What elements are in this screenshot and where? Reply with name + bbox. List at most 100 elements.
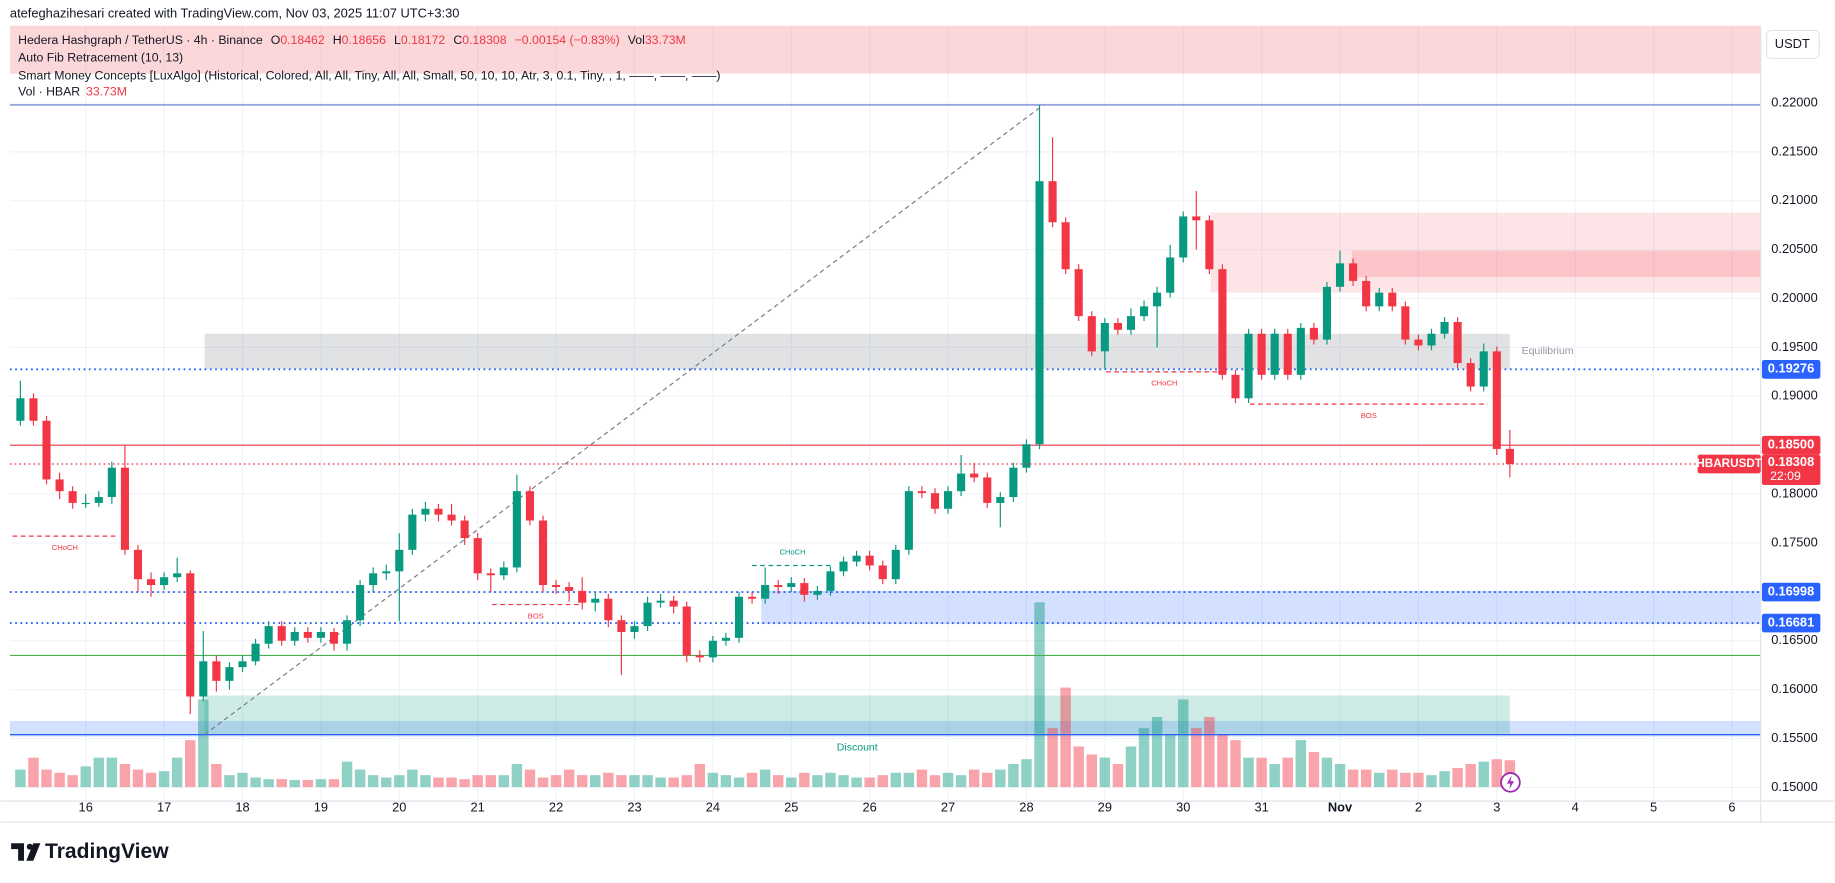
x-tick-label: 31: [1254, 800, 1268, 815]
y-tick-label: 0.16500: [1771, 632, 1817, 647]
volume-bar: [851, 777, 862, 788]
candle-body: [303, 631, 312, 638]
candle-body: [447, 514, 456, 521]
volume-bar: [1282, 757, 1293, 788]
volume-bar: [995, 769, 1006, 788]
y-tick-label: 0.19500: [1771, 339, 1817, 354]
volume-bar: [485, 775, 496, 788]
candle-body: [565, 586, 574, 591]
volume-bar: [1256, 757, 1267, 788]
candle-body: [591, 598, 600, 603]
candle-body: [721, 637, 730, 641]
change: −0.00154 (−0.83%): [515, 33, 620, 47]
candle-body: [1335, 263, 1345, 287]
x-tick-label: 22: [549, 800, 563, 815]
candle-body: [1061, 222, 1070, 270]
structure-label: BOS: [1361, 411, 1377, 420]
volume-bar: [955, 775, 967, 788]
candle-body: [878, 565, 887, 580]
plot: Discount Equilibrium CHoCH BOS CHoCH CHoCH BOS: [9, 25, 1761, 802]
candle-body: [329, 631, 339, 644]
candle-body: [499, 567, 508, 576]
x-tick-label: 24: [706, 800, 720, 815]
volume-bar: [381, 777, 392, 788]
volume-bar: [433, 777, 444, 788]
volume-bar: [786, 777, 797, 788]
currency-button[interactable]: [1765, 29, 1820, 60]
logo-mark: [11, 843, 41, 861]
candle-body: [604, 598, 613, 621]
candle-body: [1401, 306, 1410, 340]
volume-bar: [825, 772, 836, 788]
candle-body: [342, 620, 352, 644]
y-tick-label: 0.17500: [1771, 534, 1817, 549]
h-letter: H: [333, 33, 342, 47]
candle-body: [199, 661, 208, 697]
candle-body: [957, 473, 966, 492]
volume-bar: [707, 772, 719, 788]
candle-body: [578, 590, 587, 603]
volume-bar: [550, 775, 562, 788]
volume-bar: [328, 779, 340, 788]
candle-body: [944, 491, 953, 509]
y-tick-label: 0.15500: [1771, 730, 1817, 745]
candle-body: [316, 631, 325, 638]
x-tick-label: 27: [941, 800, 955, 815]
candle-body: [173, 573, 182, 578]
volume-bar: [1439, 771, 1450, 788]
candle-body: [277, 626, 286, 641]
candle-body: [1205, 220, 1214, 270]
candle-body: [656, 600, 665, 603]
candle-body: [1166, 257, 1175, 293]
volume-bar: [1047, 728, 1058, 788]
legend-line: Hedera Hashgraph / TetherUS · 4h · Binan…: [18, 33, 686, 47]
c-value: 0.18308: [462, 33, 507, 47]
volume-bar: [838, 775, 849, 788]
y-tick-label: 0.21500: [1771, 143, 1817, 158]
candle-body: [486, 573, 495, 576]
candle-body: [1440, 322, 1449, 334]
volume-bar: [446, 777, 457, 788]
y-tick-label: 0.21000: [1771, 192, 1817, 207]
candle-body: [865, 555, 874, 566]
currency[interactable]: USDT: [1775, 36, 1810, 51]
volume-bar: [1073, 746, 1084, 788]
x-tick-label: 29: [1098, 800, 1112, 815]
candle-body: [42, 420, 51, 480]
candle-body: [617, 620, 626, 632]
volume-bar: [1491, 759, 1503, 788]
vol-name: Vol · HBAR: [18, 85, 80, 99]
volume-bar: [15, 769, 26, 788]
y-tick-label: 0.15000: [1771, 779, 1817, 794]
candle-body: [538, 520, 548, 586]
volume-bar: [302, 779, 314, 788]
volume-bar: [929, 775, 941, 788]
zone: [1210, 212, 1761, 293]
volume-bar: [590, 775, 601, 788]
axis-labels: 0.150000.155000.160000.165000.170000.175…: [79, 94, 1821, 815]
alert-bolt: [1506, 775, 1514, 790]
volume-bar: [655, 777, 666, 788]
volume-bar: [1308, 752, 1320, 788]
volume-bar: [198, 699, 209, 788]
candle-body: [1322, 286, 1332, 340]
volume-bar: [629, 775, 640, 788]
y-tick-label: 0.19000: [1771, 388, 1817, 403]
candle-body: [1283, 333, 1292, 375]
volume-bar: [1452, 767, 1463, 788]
candle-body: [1466, 363, 1475, 387]
volume-bar: [1413, 772, 1424, 788]
zone: [1351, 250, 1761, 278]
candle-body: [1113, 322, 1122, 330]
volume-bar: [746, 772, 758, 788]
candle-body: [787, 583, 796, 587]
candle-body: [186, 573, 195, 697]
volume-bar: [28, 757, 39, 788]
candle-body: [1349, 263, 1358, 281]
candle-body: [930, 493, 940, 509]
volume-bar: [459, 779, 470, 788]
price-badge: [1761, 582, 1821, 602]
volume-bar: [1164, 734, 1176, 788]
x-tick-label: Nov: [1328, 800, 1353, 815]
structure-label: CHoCH: [52, 543, 78, 552]
